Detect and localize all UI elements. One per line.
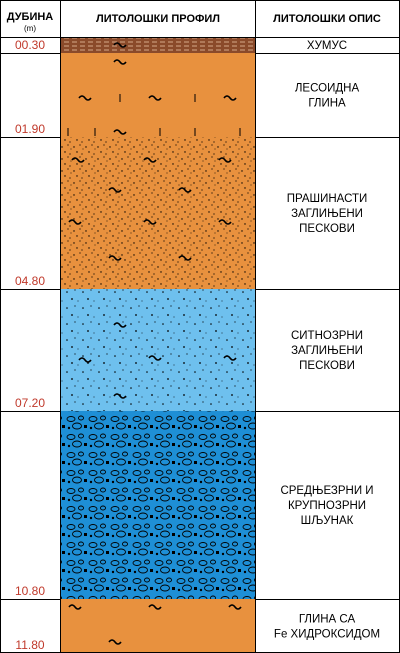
tilde-symbol <box>218 157 232 163</box>
description-line: ПЕСКОВИ <box>299 223 355 235</box>
tilde-symbol <box>223 95 237 101</box>
tilde-symbol <box>178 187 192 193</box>
description-line: ЗАГЛИЊЕНИ <box>291 208 363 220</box>
tilde-symbol <box>113 42 127 48</box>
layer-pattern <box>61 411 255 599</box>
depth-unit: (m) <box>24 24 36 33</box>
depth-label: 07.20 <box>15 396 45 410</box>
tilde-symbol <box>68 604 82 610</box>
layer-description: ПРАШИНАСТИ ЗАГЛИЊЕНИ ПЕСКОВИ <box>287 193 368 235</box>
depth-label: 00.30 <box>15 38 45 52</box>
tilde-symbol <box>71 157 85 163</box>
layers: 00.30 ХУМУС 01.90 ЛЕСОИДНА ГЛИНА 04.80 ПРАШИНА… <box>0 37 400 653</box>
description-line: ПРАШИНАСТИ <box>287 193 368 205</box>
layer-fill <box>61 599 255 653</box>
tilde-symbol <box>68 219 82 225</box>
tilde-symbol <box>148 95 162 101</box>
description-line: ГЛИНА <box>308 98 346 110</box>
layer-pattern <box>61 137 255 289</box>
tilde-symbol <box>113 129 127 135</box>
tilde-symbol <box>228 604 242 610</box>
description-line: ГЛИНА СА <box>299 614 356 626</box>
tilde-symbol <box>148 355 162 361</box>
profile-header: ЛИТОЛОШКИ ПРОФИЛ <box>96 13 220 25</box>
tilde-symbol <box>78 95 92 101</box>
tilde-symbol <box>108 639 122 645</box>
tilde-symbol <box>113 322 127 328</box>
tilde-symbol <box>223 355 237 361</box>
layer-pattern <box>61 289 255 411</box>
tilde-symbol <box>78 357 92 363</box>
depth-label: 11.80 <box>15 638 44 652</box>
description-line: СРЕДЊЕЗРНИ И <box>280 485 373 497</box>
header: ДУБИНА (m) ЛИТОЛОШКИ ПРОФИЛ ЛИТОЛОШКИ ОП… <box>7 11 381 33</box>
tilde-symbol <box>108 187 122 193</box>
layer-description: СРЕДЊЕЗРНИ И КРУПНОЗРНИ ШЉУНАК <box>280 485 373 527</box>
layer-description: ГЛИНА СА Fe ХИДРОКСИДОМ <box>274 614 380 641</box>
description-line: ЗАГЛИЊЕНИ <box>291 345 363 357</box>
tilde-symbol <box>178 255 192 261</box>
depth-label: 10.80 <box>15 584 45 598</box>
tilde-symbol <box>148 604 162 610</box>
description-line: Fe ХИДРОКСИДОМ <box>274 629 380 641</box>
depth-label: 01.90 <box>15 122 45 136</box>
description-line: ШЉУНАК <box>301 515 354 527</box>
tilde-symbol <box>108 255 122 261</box>
layer-description: ЛЕСОИДНА ГЛИНА <box>295 83 360 110</box>
description-line: КРУПНОЗРНИ <box>288 500 366 512</box>
tilde-symbol <box>218 219 232 225</box>
layer-description: СИТНОЗРНИ ЗАГЛИЊЕНИ ПЕСКОВИ <box>291 330 363 372</box>
layer-pattern <box>61 37 255 53</box>
tilde-symbol <box>113 59 127 65</box>
description-header: ЛИТОЛОШКИ ОПИС <box>273 13 381 25</box>
description-line: ЛЕСОИДНА <box>295 83 360 95</box>
tilde-symbol <box>143 157 157 163</box>
tilde-symbol <box>113 393 127 399</box>
depth-header: ДУБИНА <box>7 11 54 23</box>
layer-description: ХУМУС <box>307 40 347 52</box>
description-line: ХУМУС <box>307 40 347 52</box>
description-line: СИТНОЗРНИ <box>291 330 363 342</box>
depth-label: 04.80 <box>15 274 45 288</box>
description-line: ПЕСКОВИ <box>299 360 355 372</box>
layer-fill <box>61 53 255 137</box>
tilde-symbol <box>143 219 157 225</box>
